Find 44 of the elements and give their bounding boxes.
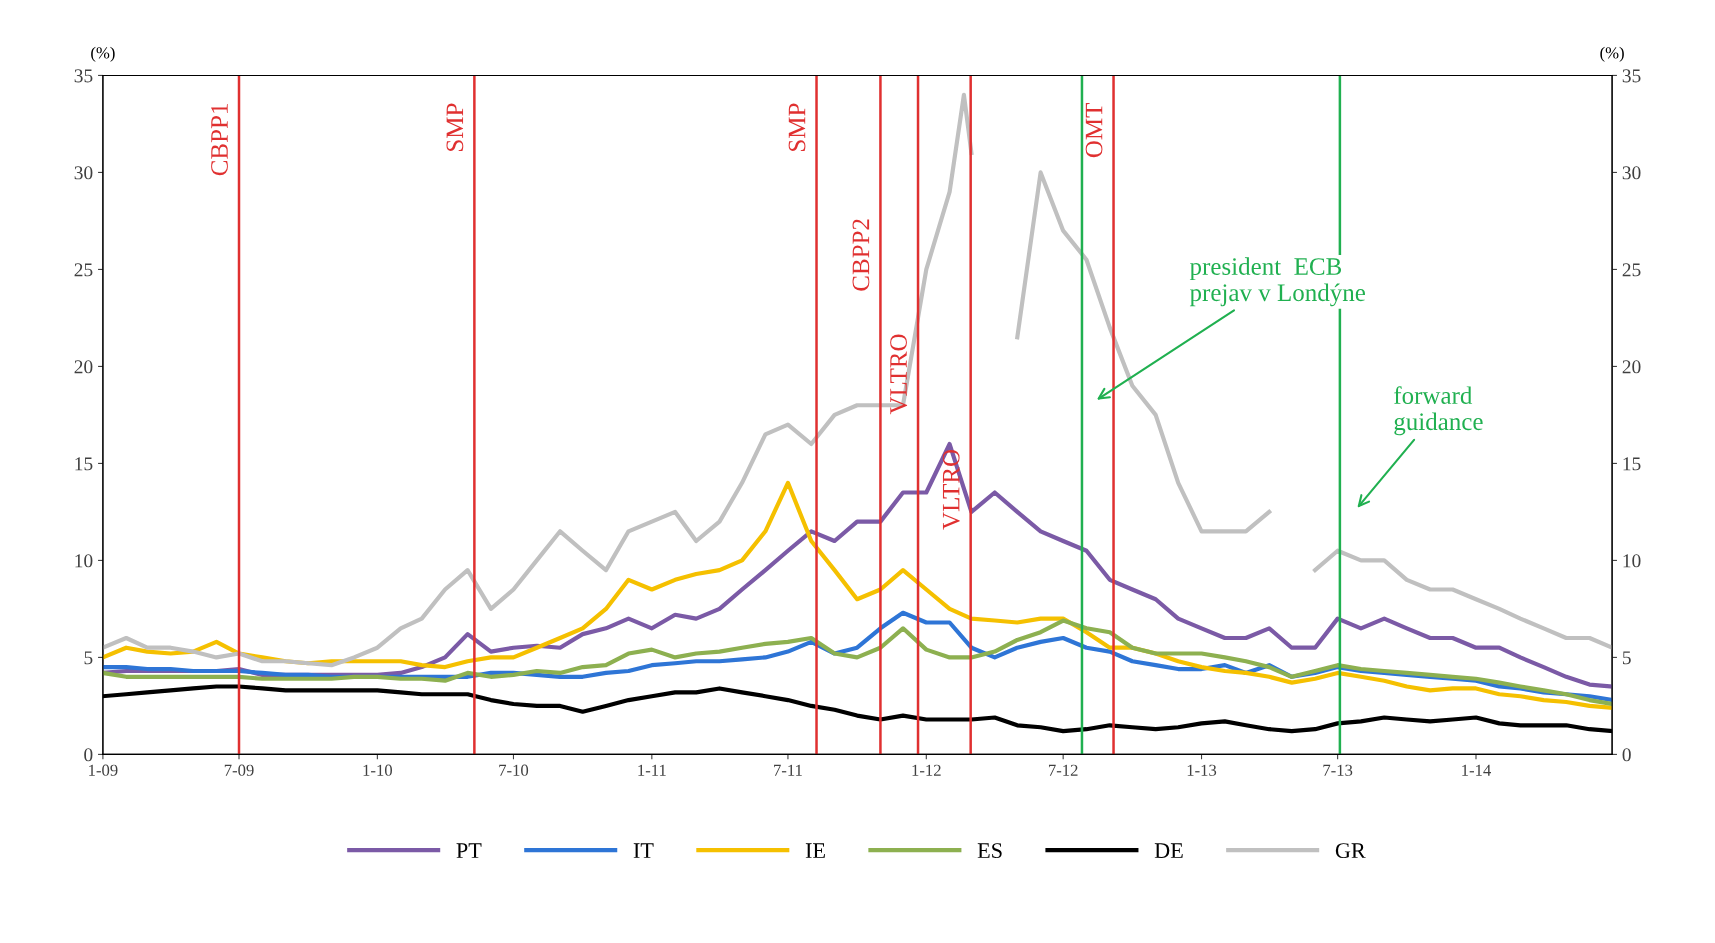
y2-axis-title: (%) bbox=[1600, 46, 1624, 62]
x-tick-label: 1-11 bbox=[638, 764, 666, 776]
y2-tick-label: 0 bbox=[1622, 748, 1631, 762]
x-tick-label: 1-14 bbox=[1462, 764, 1492, 776]
ref-line-label: SMP bbox=[788, 103, 806, 151]
y-tick-label: 15 bbox=[75, 457, 93, 471]
legend-label: GR bbox=[1335, 843, 1366, 859]
legend-label: IE bbox=[805, 843, 825, 858]
y-tick-label: 25 bbox=[74, 263, 93, 277]
y-tick-label: 5 bbox=[84, 651, 93, 665]
legend-label: IT bbox=[633, 843, 654, 858]
y-tick-label: 10 bbox=[75, 554, 93, 568]
y2-tick-label: 10 bbox=[1623, 554, 1641, 568]
y2-tick-label: 20 bbox=[1622, 360, 1641, 374]
legend-label: PT bbox=[456, 843, 482, 858]
y2-tick-label: 15 bbox=[1623, 457, 1641, 471]
x-tick-label: 7-13 bbox=[1323, 764, 1353, 776]
ref-line-label: OMT bbox=[1085, 103, 1103, 158]
x-tick-label: 1-13 bbox=[1187, 764, 1217, 776]
x-tick-label: 1-12 bbox=[912, 764, 941, 776]
ref-line-label: VLTRO bbox=[942, 449, 960, 530]
y-tick-label: 30 bbox=[74, 166, 93, 180]
x-tick-label: 7-11 bbox=[774, 764, 802, 776]
ref-line-label: CBPP1 bbox=[211, 104, 228, 176]
y-tick-label: 0 bbox=[84, 748, 93, 762]
legend-label: DE bbox=[1154, 843, 1183, 858]
x-tick-label: 7-10 bbox=[499, 764, 529, 776]
x-tick-label: 7-12 bbox=[1048, 764, 1078, 776]
y-tick-label: 35 bbox=[74, 69, 93, 83]
y2-tick-label: 25 bbox=[1622, 263, 1641, 277]
x-tick-label: 1-09 bbox=[89, 764, 118, 776]
legend-label: ES bbox=[977, 843, 1002, 859]
y-tick-label: 20 bbox=[74, 360, 93, 374]
x-tick-label: 1-10 bbox=[363, 764, 393, 776]
ref-line-label: CBPP2 bbox=[852, 219, 870, 291]
y2-tick-label: 5 bbox=[1622, 651, 1631, 665]
y2-tick-label: 35 bbox=[1622, 69, 1641, 83]
ref-line-label: SMP bbox=[446, 103, 464, 151]
y2-tick-label: 30 bbox=[1622, 166, 1641, 180]
ref-line-label: VLTRO bbox=[890, 334, 908, 415]
annotation: president ECB prejav v Londýne bbox=[1189, 257, 1365, 307]
x-tick-label: 7-09 bbox=[224, 764, 254, 776]
y-axis-title: (%) bbox=[91, 46, 115, 62]
annotation: forward guidance bbox=[1394, 386, 1483, 436]
